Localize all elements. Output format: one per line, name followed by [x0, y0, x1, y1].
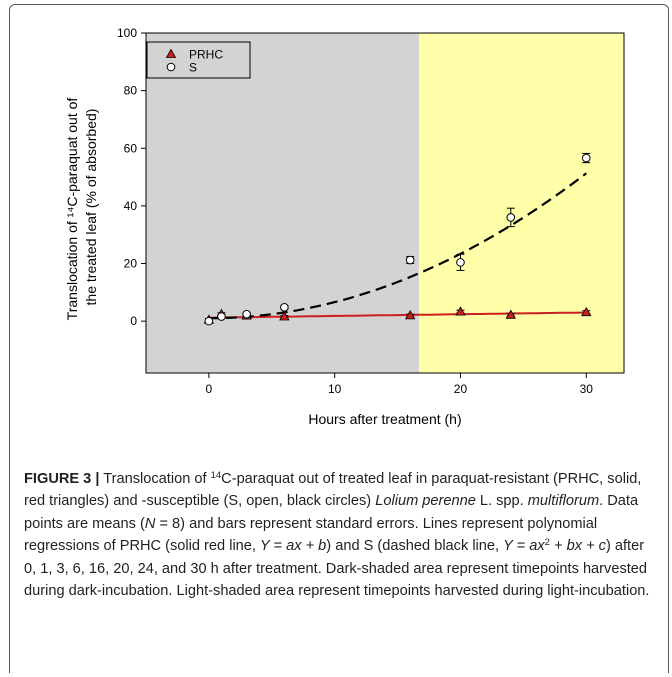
x-tick-label: 0	[206, 382, 213, 396]
figure-frame	[9, 4, 669, 673]
legend-label-S: S	[189, 61, 197, 75]
caption-text: L. spp.	[475, 493, 528, 510]
y-tick-label: 80	[124, 84, 138, 98]
chart: 0 20 40 60 80 100 0 10 20 30 Hours after treatment…	[64, 26, 625, 427]
y-tick-label: 60	[124, 141, 138, 155]
x-tick-label: 30	[580, 382, 594, 396]
caption-subspecies: multiflorum	[527, 493, 600, 510]
caption-superscript: 14	[210, 470, 222, 481]
fit-line-PRHC	[208, 311, 587, 319]
legend-box	[146, 41, 251, 79]
y-tick-label: 0	[130, 314, 137, 328]
caption-equation-quadratic: Y = ax	[503, 538, 545, 555]
caption-species: Lolium perenne	[375, 493, 476, 510]
y-axis-label-line1: Translocation of ¹⁴C-paraquat out of	[64, 98, 80, 321]
y-tick-label: 20	[124, 257, 138, 271]
data-point-S	[581, 153, 591, 163]
plot-frame	[145, 32, 625, 374]
caption-superscript: 2	[544, 537, 550, 549]
legend-label-PRHC: PRHC	[189, 48, 223, 62]
caption-text: = 8) and bars represent standard errors.…	[24, 515, 598, 555]
caption-text: ) and S (dashed black line,	[326, 538, 504, 555]
caption-label: FIGURE 3 |	[24, 471, 100, 487]
caption-equation-quadratic-rest: + bx + c	[549, 538, 606, 555]
caption-text: . Data points are means (	[24, 493, 639, 532]
data-point-S	[217, 312, 226, 321]
data-point-PRHC	[505, 309, 516, 319]
y-axis-label-line2: the treated leaf (% of absorbed)	[83, 109, 99, 306]
data-point-S	[280, 303, 289, 312]
data-point-S	[506, 213, 516, 222]
x-tick-label: 20	[454, 382, 468, 396]
legend-marker-S	[166, 62, 176, 72]
data-point-S	[242, 309, 251, 319]
data-point-PRHC	[279, 311, 290, 321]
data-point-PRHC	[404, 310, 416, 320]
caption-n-variable: N	[144, 515, 156, 532]
y-tick-label: 40	[124, 199, 138, 213]
data-point-S	[405, 255, 415, 265]
data-point-S	[456, 258, 465, 267]
figure-caption: FIGURE 3 | Translocation of 14C-paraquat…	[24, 468, 652, 602]
caption-text: ) after 0, 1, 3, 6, 16, 20, 24, and 30 h…	[24, 538, 650, 600]
data-point-PRHC	[455, 306, 466, 316]
data-point-PRHC	[581, 306, 592, 317]
legend-marker-PRHC	[165, 48, 177, 58]
fit-line-S	[208, 172, 587, 320]
caption-text: C-paraquat out of treated leaf in paraqu…	[24, 471, 642, 510]
caption-equation-linear: Y = ax + b	[260, 538, 327, 555]
data-point-S	[204, 316, 214, 326]
caption-text: Translocation of	[99, 471, 211, 487]
x-tick-label: 10	[328, 382, 342, 396]
x-axis-label: Hours after treatment (h)	[308, 411, 461, 427]
y-tick-label: 100	[117, 26, 137, 40]
shaded-region-dark-incubation	[146, 33, 419, 373]
shaded-region-light-incubation	[418, 33, 624, 373]
